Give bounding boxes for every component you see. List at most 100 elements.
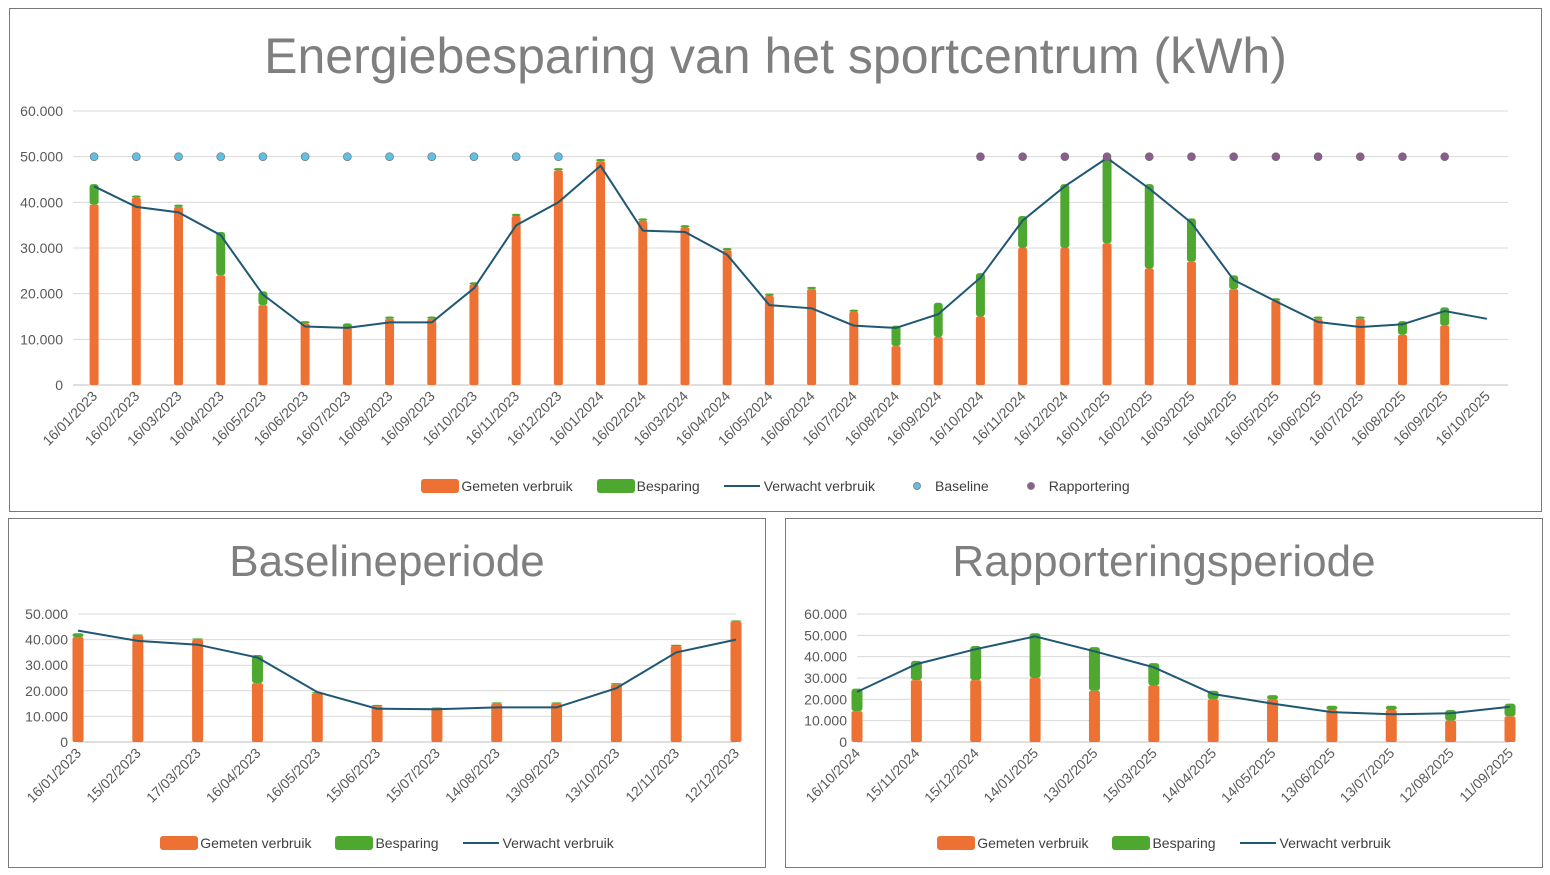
bar-saving xyxy=(891,325,901,347)
x-tick-label: 13/06/2025 xyxy=(1277,745,1338,806)
legend-baseline-swatch xyxy=(912,482,921,490)
bar-measured xyxy=(1326,710,1338,742)
bar-saving xyxy=(300,321,310,324)
marker-reporting xyxy=(1144,152,1154,161)
bar-measured xyxy=(970,680,982,742)
bar-saving xyxy=(1060,184,1070,248)
x-tick-label: 13/02/2025 xyxy=(1040,745,1101,806)
legend-expected: Verwacht verbruik xyxy=(723,478,875,494)
bar-measured xyxy=(491,703,503,742)
legend-measured-label: Gemeten verbruik xyxy=(977,835,1089,851)
bar-measured xyxy=(131,197,141,385)
bar-saving xyxy=(1102,156,1112,244)
bar-measured xyxy=(670,646,682,742)
y-tick-label: 20.000 xyxy=(25,683,68,699)
bar-measured xyxy=(638,220,648,385)
legend-baseline: Baseline xyxy=(899,478,989,494)
bar-saving xyxy=(553,168,563,171)
line-expected xyxy=(856,635,1511,716)
bar-saving xyxy=(371,704,383,707)
x-tick-label: 17/03/2023 xyxy=(143,745,204,806)
y-tick-label: 50.000 xyxy=(20,149,63,165)
marker-reporting xyxy=(1018,152,1027,161)
legend-saving: Besparing xyxy=(335,835,439,851)
x-tick-label: 13/07/2025 xyxy=(1337,745,1398,806)
bar-measured xyxy=(975,316,985,385)
bar-saving xyxy=(72,633,84,638)
bar-measured xyxy=(1229,289,1239,385)
reporting-chart-panel: Rapporteringsperiode 0 10.000 20.000 30.000… xyxy=(785,518,1543,868)
bar-measured xyxy=(1060,248,1070,385)
marker-baseline xyxy=(132,152,141,161)
bar-saving xyxy=(511,213,521,217)
legend-saving-swatch xyxy=(335,836,374,850)
bar-measured xyxy=(1029,678,1041,742)
x-tick-label: 16/10/2024 xyxy=(802,745,863,806)
bar-measured xyxy=(1267,699,1279,742)
bar-measured xyxy=(431,708,443,742)
legend-measured-swatch xyxy=(160,836,199,850)
y-tick-label: 10.000 xyxy=(804,713,847,729)
bar-saving xyxy=(722,248,732,251)
marker-baseline xyxy=(300,152,310,161)
bar-measured xyxy=(730,621,742,742)
x-tick-label: 12/08/2025 xyxy=(1396,745,1457,806)
bar-saving xyxy=(1445,710,1457,721)
x-tick-label: 13/09/2023 xyxy=(502,745,563,806)
x-tick-label: 14/04/2025 xyxy=(1158,745,1219,806)
bar-saving xyxy=(1229,275,1239,290)
bar-measured xyxy=(72,637,84,742)
bar-saving xyxy=(680,225,690,228)
marker-baseline xyxy=(89,152,99,161)
legend-measured: Gemeten verbruik xyxy=(160,835,311,851)
marker-reporting xyxy=(1398,152,1407,161)
bar-measured xyxy=(1018,248,1028,385)
bar-saving xyxy=(491,702,503,704)
legend-expected: Verwacht verbruik xyxy=(1239,835,1391,851)
bar-saving xyxy=(970,646,982,681)
bar-saving xyxy=(174,204,184,207)
legend-reporting: Rapportering xyxy=(1013,478,1130,494)
x-tick-label: 15/11/2024 xyxy=(862,745,922,805)
y-tick-label: 50.000 xyxy=(25,606,68,622)
marker-baseline xyxy=(385,152,394,161)
bar-saving xyxy=(1186,218,1196,262)
marker-baseline xyxy=(554,152,563,161)
x-tick-label: 15/02/2023 xyxy=(83,745,144,806)
bar-saving xyxy=(1385,705,1397,710)
bar-saving xyxy=(730,620,742,622)
bar-measured xyxy=(89,204,99,385)
y-tick-label: 60.000 xyxy=(804,606,847,622)
bar-measured xyxy=(722,250,732,385)
bar-measured xyxy=(596,161,606,385)
bar-measured xyxy=(469,284,479,385)
legend-measured-label: Gemeten verbruik xyxy=(200,835,312,851)
marker-reporting xyxy=(1229,152,1238,161)
marker-reporting xyxy=(1440,152,1449,161)
x-tick-label: 15/03/2025 xyxy=(1099,745,1160,806)
chart-legend: Gemeten verbruik Besparing Verwacht verb… xyxy=(10,478,1541,494)
y-tick-label: 40.000 xyxy=(20,194,63,210)
bar-saving xyxy=(670,644,682,646)
x-tick-label: 16/04/2023 xyxy=(203,745,264,806)
x-tick-label: 16/05/2023 xyxy=(263,745,324,806)
main-chart-svg: 010.00020.00030.00040.00050.00060.00016/… xyxy=(20,103,1508,449)
line-expected xyxy=(93,156,1488,329)
bar-saving xyxy=(975,273,985,317)
marker-baseline xyxy=(427,152,437,161)
bar-saving xyxy=(596,158,606,162)
marker-baseline xyxy=(343,152,352,161)
legend-expected: Verwacht verbruik xyxy=(462,835,614,851)
marker-baseline xyxy=(174,152,183,161)
bar-measured xyxy=(610,684,622,742)
bar-saving xyxy=(551,702,563,704)
bar-saving xyxy=(1355,316,1365,319)
y-tick-label: 10.000 xyxy=(25,708,68,724)
legend-expected-label: Verwacht verbruik xyxy=(763,478,875,494)
bar-measured xyxy=(910,680,922,742)
bar-measured xyxy=(1440,325,1450,385)
marker-reporting xyxy=(1313,152,1323,161)
y-tick-label: 30.000 xyxy=(804,670,847,686)
baseline-chart-panel: Baselineperiode 0 10.000 20.000 30.000 40.00… xyxy=(8,518,766,868)
bar-measured xyxy=(933,337,943,385)
